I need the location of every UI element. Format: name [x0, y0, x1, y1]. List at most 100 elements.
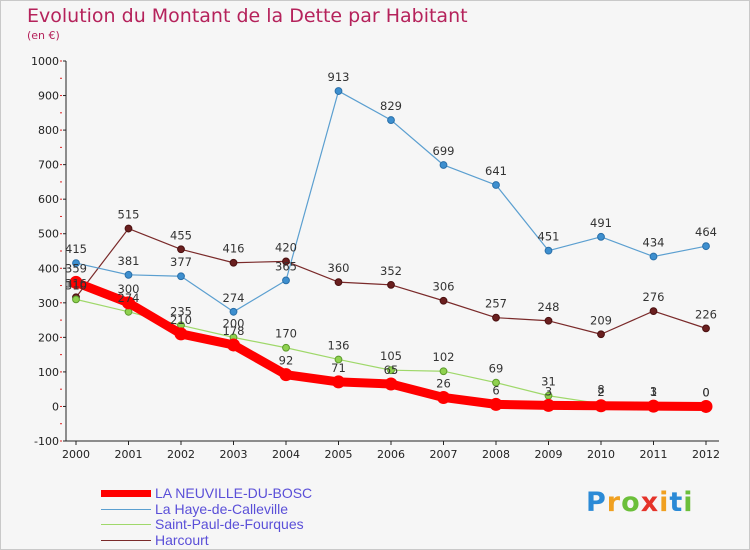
data-label-la-haye-de-calleville: 274	[223, 291, 245, 305]
data-label-la-haye-de-calleville: 451	[538, 230, 560, 244]
data-label-la-haye-de-calleville: 434	[643, 236, 665, 250]
data-point-harcourt	[229, 258, 238, 267]
data-point-la-neuville-du-bosc	[174, 327, 188, 341]
data-point-saint-paul-de-fourques	[492, 378, 500, 387]
y-tick-label: 600	[38, 193, 59, 206]
data-label-harcourt: 248	[538, 300, 560, 314]
data-point-la-neuville-du-bosc	[69, 275, 83, 289]
data-label-la-haye-de-calleville: 699	[433, 144, 455, 158]
legend-label: Saint-Paul-de-Fourques	[155, 516, 304, 532]
data-label-la-neuville-du-bosc: 2	[597, 385, 604, 399]
x-tick-label: 2012	[692, 448, 720, 461]
data-point-harcourt	[124, 224, 133, 233]
data-point-harcourt	[439, 296, 448, 305]
data-point-la-neuville-du-bosc	[647, 399, 660, 413]
x-tick-label: 2005	[325, 448, 353, 461]
legend-swatch	[101, 508, 151, 510]
data-point-la-neuville-du-bosc	[594, 399, 608, 413]
x-tick-label: 2009	[535, 448, 563, 461]
data-label-la-neuville-du-bosc: 26	[436, 376, 451, 390]
legend-label: La Haye-de-Calleville	[155, 500, 289, 517]
data-label-la-neuville-du-bosc: 0	[702, 385, 709, 399]
data-point-la-haye-de-calleville	[124, 270, 133, 279]
data-label-la-haye-de-calleville: 829	[380, 99, 402, 113]
line-chart: -100010020030040050060070080090010002000…	[31, 55, 720, 461]
x-tick-label: 2000	[62, 448, 90, 461]
plot-area	[66, 61, 719, 441]
data-label-saint-paul-de-fourques: 200	[223, 316, 245, 330]
data-point-la-haye-de-calleville	[72, 259, 80, 267]
data-point-harcourt	[492, 313, 500, 322]
data-point-la-haye-de-calleville	[702, 242, 710, 251]
x-tick-label: 2002	[167, 448, 195, 461]
data-point-la-haye-de-calleville	[597, 232, 605, 241]
data-label-saint-paul-de-fourques: 136	[328, 338, 350, 352]
x-tick-label: 2008	[482, 448, 510, 461]
data-point-harcourt	[597, 330, 605, 339]
x-tick-label: 2001	[115, 448, 143, 461]
legend-swatch	[101, 539, 151, 541]
y-tick-label: 100	[38, 366, 59, 379]
data-label-harcourt: 420	[275, 240, 297, 254]
data-label-la-neuville-du-bosc: 210	[170, 313, 192, 327]
data-label-la-neuville-du-bosc: 3	[545, 384, 552, 398]
data-point-la-haye-de-calleville	[492, 181, 500, 189]
y-tick-label: 200	[38, 331, 59, 344]
data-point-harcourt	[334, 278, 343, 286]
legend-label: LA NEUVILLE-DU-BOSC	[155, 485, 313, 501]
data-point-la-neuville-du-bosc	[122, 296, 135, 310]
data-label-la-haye-de-calleville: 365	[275, 259, 297, 273]
x-tick-label: 2004	[272, 448, 300, 461]
data-label-la-neuville-du-bosc: 92	[279, 354, 294, 368]
data-label-harcourt: 306	[433, 280, 455, 294]
data-label-la-haye-de-calleville: 491	[590, 216, 612, 230]
y-tick-label: 1000	[31, 55, 59, 68]
data-point-harcourt	[387, 280, 395, 289]
data-point-saint-paul-de-fourques	[387, 366, 395, 375]
data-label-la-haye-de-calleville: 415	[65, 242, 87, 256]
legend: LA NEUVILLE-DU-BOSC La Haye-de-Calleville…	[101, 485, 313, 548]
y-tick-label: 0	[52, 400, 59, 413]
legend-swatch	[101, 524, 151, 526]
data-point-harcourt	[649, 307, 658, 316]
data-point-la-haye-de-calleville	[282, 276, 290, 285]
x-tick-label: 2011	[640, 448, 668, 461]
data-label-la-haye-de-calleville: 377	[170, 255, 192, 269]
data-point-saint-paul-de-fourques	[282, 343, 290, 352]
y-tick-label: -100	[34, 435, 59, 448]
data-label-saint-paul-de-fourques: 102	[433, 350, 455, 364]
data-label-la-neuville-du-bosc: 6	[492, 383, 499, 397]
data-label-la-haye-de-calleville: 381	[118, 254, 140, 268]
data-point-la-neuville-du-bosc	[489, 397, 503, 411]
legend-label: Harcourt	[155, 531, 209, 548]
data-label-la-neuville-du-bosc: 65	[384, 363, 399, 377]
data-label-la-neuville-du-bosc: 359	[65, 261, 87, 275]
data-point-la-haye-de-calleville	[387, 116, 395, 124]
data-point-la-haye-de-calleville	[177, 272, 185, 281]
data-point-la-haye-de-calleville	[439, 161, 448, 169]
data-label-harcourt: 416	[223, 242, 245, 256]
data-label-harcourt: 455	[170, 228, 192, 242]
data-label-harcourt: 515	[118, 208, 140, 222]
data-point-la-neuville-du-bosc	[227, 338, 240, 352]
data-point-saint-paul-de-fourques	[439, 367, 448, 376]
x-tick-label: 2006	[377, 448, 405, 461]
y-tick-label: 500	[38, 228, 59, 241]
data-point-la-haye-de-calleville	[649, 252, 658, 261]
y-tick-label: 300	[38, 297, 59, 310]
legend-item: La Haye-de-Calleville	[101, 500, 312, 518]
data-point-la-haye-de-calleville	[544, 246, 553, 255]
data-point-la-neuville-du-bosc	[384, 377, 398, 391]
y-tick-label: 400	[38, 262, 59, 275]
y-tick-label: 700	[38, 159, 59, 172]
data-label-harcourt: 360	[328, 261, 350, 275]
data-label-saint-paul-de-fourques: 3	[650, 384, 657, 398]
legend-item: Saint-Paul-de-Fourques	[101, 516, 312, 533]
y-tick-label: 800	[38, 124, 59, 137]
data-point-la-neuville-du-bosc	[437, 390, 450, 404]
data-point-la-haye-de-calleville	[229, 307, 238, 316]
data-point-la-haye-de-calleville	[334, 87, 343, 95]
data-point-harcourt	[177, 245, 185, 254]
data-label-harcourt: 226	[695, 307, 717, 321]
